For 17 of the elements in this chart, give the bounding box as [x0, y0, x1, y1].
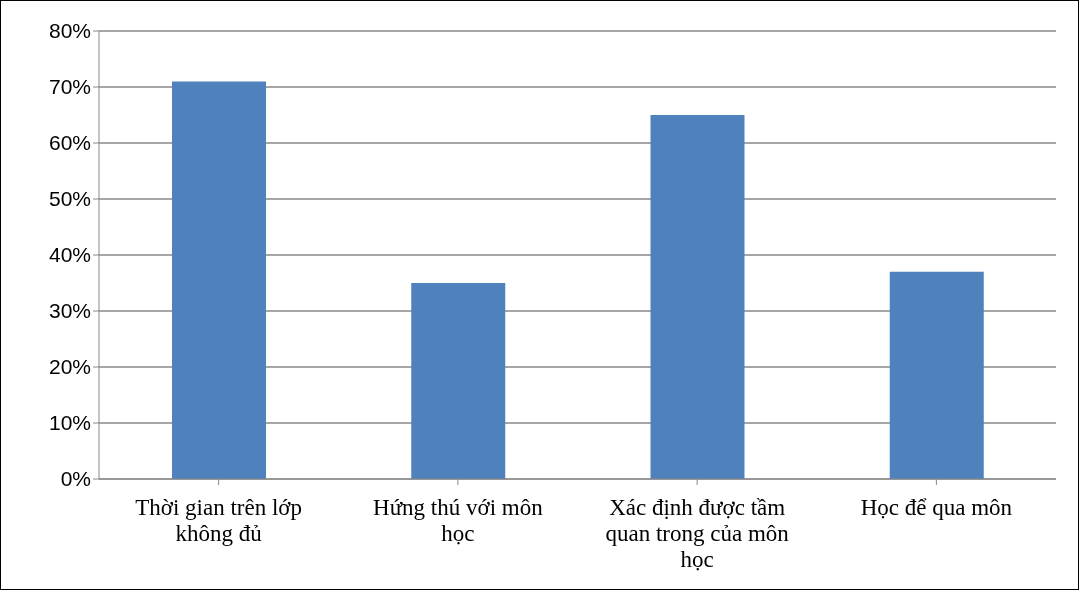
- x-tick-label: Thời gian trên lớp không đủ: [135, 495, 303, 546]
- y-tick-label: 30%: [48, 299, 91, 323]
- bar: [411, 283, 506, 479]
- bar: [650, 115, 745, 479]
- bar: [889, 271, 984, 479]
- x-tick-label: Hứng thú với môn học: [373, 495, 544, 546]
- y-tick-label: 0%: [60, 467, 91, 491]
- y-tick-label: 70%: [48, 75, 91, 99]
- y-tick-label: 40%: [48, 243, 91, 267]
- bar: [172, 81, 266, 479]
- y-tick-label: 10%: [48, 411, 91, 435]
- y-tick-label: 60%: [48, 131, 91, 155]
- y-tick-label: 20%: [48, 355, 91, 379]
- y-tick-label: 50%: [48, 187, 91, 211]
- y-tick-label: 80%: [48, 19, 91, 43]
- x-tick-label: Xác định được tầm quan trong của môn học: [605, 495, 790, 572]
- x-tick-label: Học để qua môn: [860, 495, 1013, 520]
